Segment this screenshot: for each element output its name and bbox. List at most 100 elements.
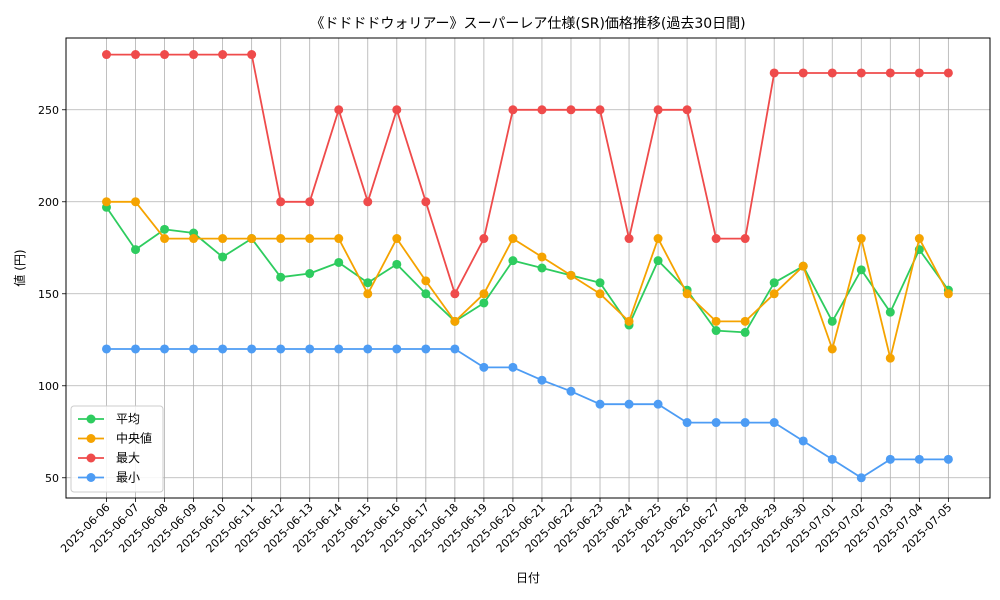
legend-label: 中央値 — [116, 431, 152, 446]
data-point — [421, 289, 431, 299]
data-point — [102, 197, 111, 207]
data-point — [827, 68, 837, 78]
data-point — [827, 344, 837, 354]
data-point — [218, 252, 228, 262]
y-tick-label: 150 — [38, 288, 59, 301]
data-point — [798, 261, 808, 271]
data-point — [740, 316, 750, 326]
data-point — [508, 234, 518, 244]
data-point — [653, 256, 663, 266]
series-1 — [102, 197, 953, 363]
data-point — [653, 234, 663, 244]
data-point — [943, 68, 953, 78]
data-point — [827, 454, 837, 464]
x-axis-label: 日付 — [516, 571, 540, 585]
data-point — [769, 418, 779, 428]
series-layer — [102, 50, 953, 483]
data-point — [189, 234, 199, 244]
data-point — [537, 252, 547, 262]
data-point — [247, 234, 257, 244]
data-point — [537, 375, 547, 385]
data-point — [392, 344, 402, 354]
data-point — [711, 418, 721, 428]
data-point — [160, 224, 170, 234]
y-axis-label: 値 (円) — [12, 249, 27, 286]
data-point — [566, 270, 576, 280]
legend-marker — [86, 434, 96, 443]
data-point — [595, 105, 605, 115]
data-point — [769, 289, 779, 299]
data-point — [276, 197, 286, 207]
data-point — [508, 256, 518, 266]
data-point — [885, 307, 895, 317]
data-point — [595, 399, 605, 409]
data-point — [595, 289, 605, 299]
data-point — [160, 234, 170, 244]
data-point — [769, 278, 779, 288]
data-point — [624, 399, 634, 409]
data-point — [334, 257, 344, 267]
legend-box — [70, 405, 164, 493]
series-line — [106, 53, 949, 295]
chart-title: 《ドドドドウォリアー》スーパーレア仕様(SR)価格推移(過去30日間) — [310, 16, 745, 32]
data-point — [276, 234, 286, 244]
data-point — [392, 105, 402, 115]
series-line — [105, 206, 950, 334]
data-point — [885, 353, 895, 363]
data-point — [363, 344, 373, 354]
data-point — [450, 344, 460, 354]
data-point — [189, 50, 199, 60]
legend-entry: 最大 — [78, 451, 140, 465]
data-point — [392, 259, 402, 269]
data-point — [653, 105, 663, 115]
data-point — [218, 234, 228, 244]
data-point — [885, 454, 895, 464]
data-point — [479, 289, 489, 299]
legend-label: 平均 — [116, 412, 140, 426]
data-point — [682, 105, 692, 115]
data-point — [711, 326, 721, 336]
data-point — [740, 327, 750, 337]
data-point — [856, 265, 866, 275]
data-point — [856, 234, 866, 244]
data-point — [334, 234, 344, 244]
data-point — [363, 289, 373, 299]
data-point — [798, 68, 808, 78]
data-point — [247, 50, 257, 60]
data-point — [479, 234, 489, 244]
data-point — [943, 454, 953, 464]
data-point — [769, 68, 779, 78]
series-3 — [102, 344, 953, 483]
data-point — [885, 68, 895, 78]
legend-label: 最小 — [116, 471, 140, 485]
data-point — [160, 344, 170, 354]
data-point — [247, 344, 257, 354]
legend-entry: 中央値 — [78, 431, 152, 446]
data-point — [421, 276, 431, 286]
data-point — [334, 105, 344, 115]
data-point — [624, 316, 634, 326]
data-point — [421, 197, 431, 207]
data-point — [160, 50, 170, 60]
data-point — [682, 289, 692, 299]
legend-marker — [86, 453, 96, 463]
data-point — [595, 278, 605, 288]
data-point — [305, 344, 315, 354]
data-point — [856, 473, 866, 483]
data-point — [276, 344, 286, 354]
data-point — [102, 344, 111, 354]
y-tick-label: 50 — [45, 472, 59, 485]
data-point — [305, 234, 315, 244]
data-point — [856, 68, 866, 78]
data-point — [305, 197, 315, 207]
data-point — [653, 399, 663, 409]
data-point — [102, 50, 111, 60]
data-point — [537, 263, 547, 273]
data-point — [479, 298, 489, 308]
y-tick-label: 100 — [38, 380, 59, 393]
data-point — [508, 362, 518, 372]
data-point — [914, 68, 924, 78]
